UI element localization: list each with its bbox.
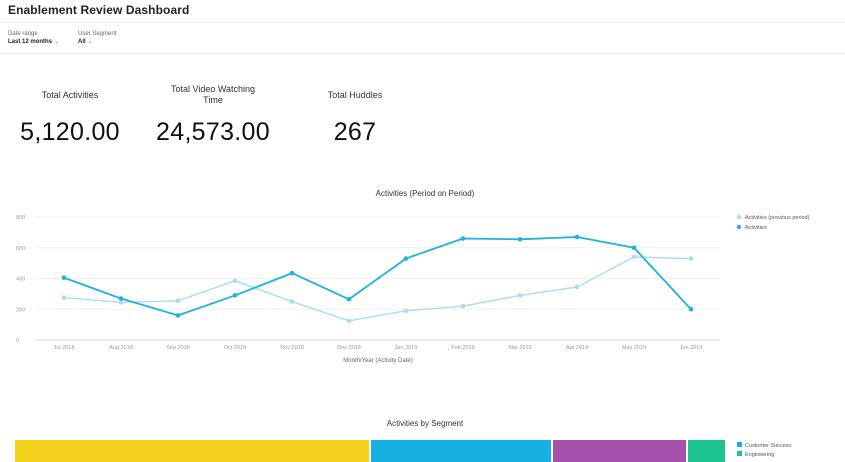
kpi-value: 267 [333, 118, 377, 146]
chevron-down-icon: ⌄ [87, 39, 93, 45]
y-tick-label: 800 [16, 215, 25, 221]
segment-bar [371, 440, 551, 462]
series-line-previous-period [63, 256, 692, 322]
data-point [460, 236, 466, 241]
date-range-value[interactable]: Last 12 months ⌄ [8, 39, 60, 45]
filter-bar: Date range Last 12 months ⌄ User Segment … [0, 23, 845, 54]
y-tick-label: 200 [16, 307, 25, 313]
data-point [631, 254, 637, 260]
kpi-label: Total Huddles [327, 90, 383, 100]
x-tick-label: Oct 2018 [224, 345, 246, 351]
data-point [631, 245, 637, 251]
segment-bar [553, 440, 686, 462]
kpi-value: 24,573.00 [156, 118, 270, 146]
date-range-filter[interactable]: Date range Last 12 months ⌄ [8, 30, 59, 46]
user-segment-value[interactable]: All ⌄ [78, 39, 93, 45]
data-point [574, 284, 580, 290]
x-tick-label: Mar 2019 [508, 345, 531, 351]
kpi-label: Total Activities [41, 90, 99, 100]
y-tick-label: 600 [16, 246, 25, 252]
data-point [517, 236, 523, 242]
data-point [688, 256, 694, 261]
data-point [517, 293, 523, 298]
data-point [403, 256, 409, 261]
legend-label: Activities [745, 225, 767, 231]
x-tick-label: Apr 2019 [566, 345, 588, 351]
segment-bar [688, 440, 725, 462]
data-point [175, 313, 181, 318]
y-tick-label: 0 [16, 338, 19, 344]
legend-label: Activities (previous period) [745, 215, 810, 221]
user-segment-label: User Segment [78, 31, 117, 37]
activities-line-chart: Activities (Period on Period) 800 600 400 20… [16, 189, 810, 364]
data-point [175, 298, 181, 304]
segment-chart-title: Activities by Segment [386, 419, 464, 428]
data-point [346, 296, 352, 302]
legend-marker [736, 224, 742, 230]
legend-label: Engineering [745, 452, 774, 458]
data-point [574, 234, 580, 240]
x-tick-label: Jun 2019 [680, 345, 703, 351]
legend-marker [737, 451, 742, 456]
data-point [460, 303, 466, 309]
x-tick-label: Feb 2019 [451, 345, 474, 351]
data-point [289, 270, 295, 276]
legend-marker [737, 442, 742, 447]
x-tick-label: Jul 2018 [54, 345, 75, 351]
title-bar: Enablement Review Dashboard [0, 0, 845, 23]
x-tick-label: Jan 2019 [395, 345, 418, 351]
kpi-value: 5,120.00 [20, 118, 120, 146]
data-point [61, 295, 67, 301]
x-tick-label: Aug 2018 [109, 345, 133, 351]
data-point [118, 296, 124, 301]
legend-label: Customer Success [745, 443, 791, 449]
data-point [289, 299, 295, 304]
series-line-activities [63, 236, 692, 317]
data-point [403, 308, 409, 314]
dashboard-title: Enablement Review Dashboard [8, 3, 190, 17]
line-chart-title: Activities (Period on Period) [376, 189, 475, 198]
segment-bar [15, 440, 369, 462]
x-axis-label: Month/Year (Activity Date) [343, 358, 412, 364]
data-point [61, 275, 67, 281]
date-range-label: Date range [8, 31, 38, 37]
data-point [232, 293, 238, 298]
x-tick-label: May 2019 [622, 345, 646, 351]
y-tick-label: 400 [16, 277, 25, 283]
activities-by-segment-chart: Customer Success Engineering [15, 440, 791, 462]
data-point [118, 300, 124, 305]
legend-marker [736, 214, 742, 220]
x-tick-label: Nov 2018 [280, 345, 304, 351]
chevron-down-icon: ⌄ [54, 39, 60, 45]
x-tick-label: Dec 2018 [337, 345, 361, 351]
kpi-label-line2: Time [203, 95, 223, 105]
data-point [232, 278, 238, 284]
kpi-label-line1: Total Video Watching [170, 84, 256, 94]
data-point [346, 318, 352, 324]
user-segment-filter[interactable]: User Segment All ⌄ [78, 30, 116, 46]
data-point [688, 306, 694, 312]
x-tick-label: Sep 2018 [166, 345, 190, 351]
